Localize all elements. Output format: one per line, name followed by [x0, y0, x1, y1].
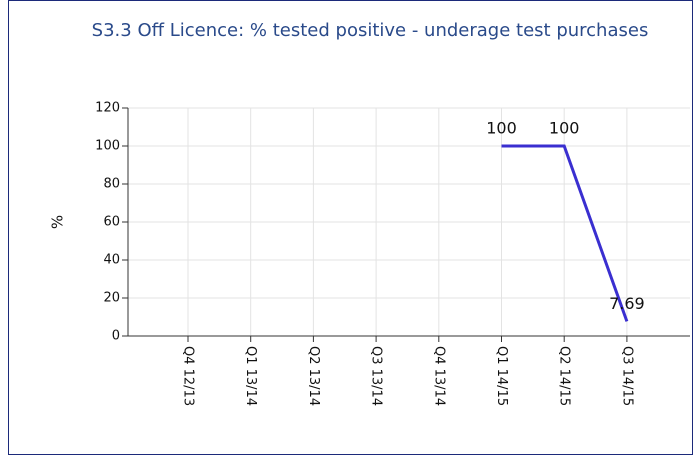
y-tick-label: 80: [103, 177, 120, 192]
chart-title: S3.3 Off Licence: % tested positive - un…: [91, 20, 649, 41]
x-tick-label: Q4 12/13: [181, 346, 196, 406]
data-label: 7.69: [609, 294, 645, 313]
x-tick-label: Q1 13/14: [243, 346, 258, 406]
x-tick-label: Q2 13/14: [306, 346, 321, 406]
y-tick-label: 0: [112, 329, 120, 344]
x-tick-label: Q4 13/14: [431, 346, 446, 406]
x-tick-label: Q1 14/15: [494, 346, 509, 406]
x-tick-label: Q3 14/15: [619, 346, 634, 406]
x-tick-label: Q2 14/15: [557, 346, 572, 406]
data-line: [501, 144, 629, 322]
y-axis-label: %: [49, 215, 67, 229]
y-tick-label: 120: [95, 101, 120, 116]
data-label: 100: [549, 119, 580, 138]
x-tick-label: Q3 13/14: [369, 346, 384, 406]
chart-frame: [8, 0, 693, 455]
data-label: 100: [486, 119, 517, 138]
y-tick-label: 100: [95, 139, 120, 154]
y-tick-label: 40: [103, 253, 120, 268]
y-tick-label: 60: [103, 215, 120, 230]
y-tick-label: 20: [103, 291, 120, 306]
